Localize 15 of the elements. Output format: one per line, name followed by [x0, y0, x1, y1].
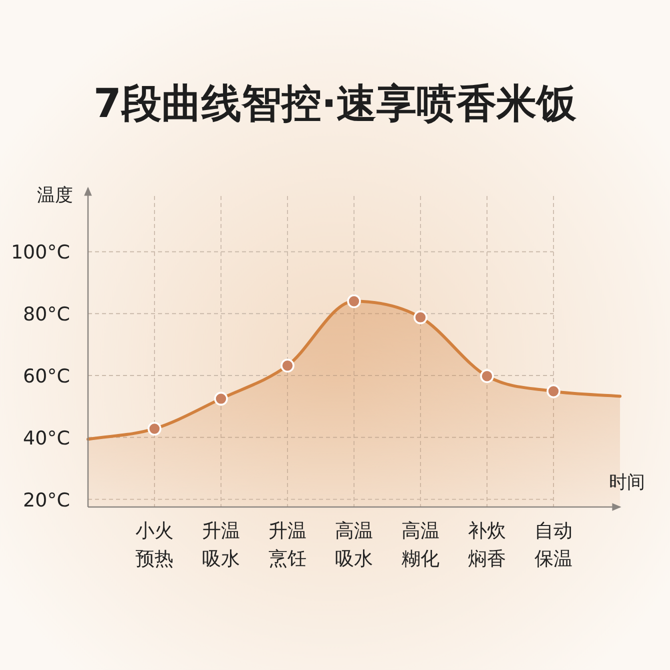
x-tick-label: 升温烹饪 — [268, 520, 306, 570]
x-tick-label: 补炊焖香 — [468, 520, 506, 570]
chart-title: 7段曲线智控·速享喷香米饭 — [93, 81, 578, 127]
x-axis-title: 时间 — [609, 472, 645, 493]
y-axis-title: 温度 — [37, 185, 73, 206]
y-tick-label: 60°C — [23, 366, 70, 388]
x-tick-label: 高温吸水 — [335, 520, 373, 570]
x-tick-label: 小火预热 — [136, 520, 174, 570]
y-tick-label: 40°C — [23, 427, 70, 450]
y-tick-label: 80°C — [23, 304, 70, 326]
y-tick-label: 100°C — [10, 242, 70, 264]
x-tick-label: 自动保温 — [534, 520, 572, 570]
x-tick-label: 升温吸水 — [202, 520, 240, 570]
x-tick-label: 高温糊化 — [402, 520, 440, 570]
y-tick-label: 20°C — [23, 489, 70, 512]
